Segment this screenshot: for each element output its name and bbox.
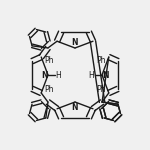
Text: Ph: Ph — [96, 56, 105, 65]
Text: Ph: Ph — [45, 56, 54, 65]
Text: N: N — [72, 103, 78, 112]
Text: Ph: Ph — [96, 85, 105, 94]
Text: Ph: Ph — [45, 85, 54, 94]
Text: H: H — [56, 70, 61, 80]
Text: N: N — [41, 70, 47, 80]
Text: N: N — [103, 70, 109, 80]
Text: N: N — [72, 38, 78, 46]
Text: H: H — [89, 70, 94, 80]
